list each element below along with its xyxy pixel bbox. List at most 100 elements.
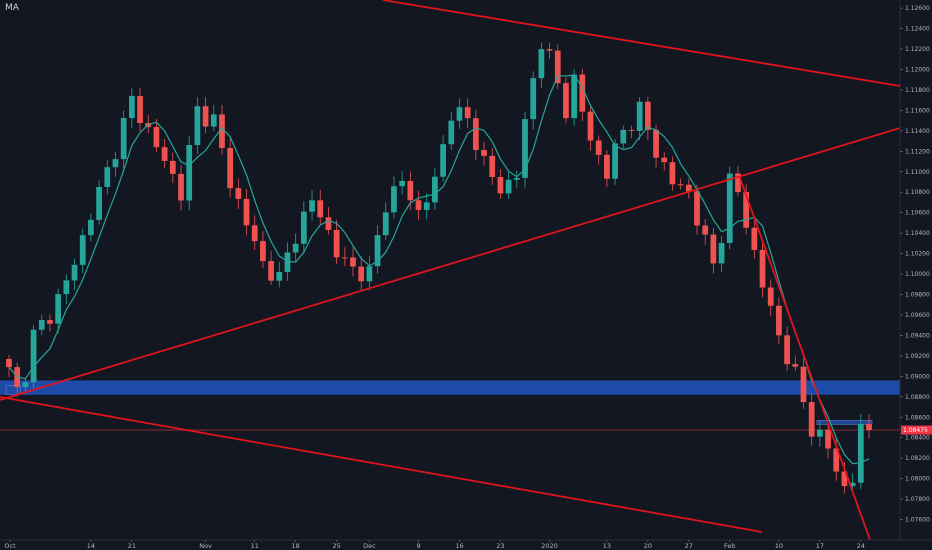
x-tick-label: 24: [857, 542, 865, 550]
candle-body: [440, 144, 446, 177]
candle-body: [96, 186, 102, 220]
x-tick-label: 13: [603, 542, 611, 550]
y-tick-label: 1.12600: [905, 5, 930, 12]
candle-body: [816, 429, 823, 437]
candle-body: [841, 471, 848, 487]
candle-body: [456, 107, 463, 121]
candle-body: [743, 192, 750, 228]
x-tick-label: Oct: [4, 542, 16, 550]
candle-body: [587, 111, 594, 141]
candle-body: [866, 423, 872, 431]
trendline-1: [0, 127, 901, 401]
y-tick-label: 1.10600: [905, 210, 930, 217]
candle-body: [776, 305, 782, 336]
y-tick-label: 1.11400: [905, 128, 930, 135]
candle-body: [579, 74, 586, 112]
candle-body: [79, 235, 86, 265]
candle-body: [857, 423, 864, 483]
candle-body: [341, 257, 348, 259]
x-tick-label: 21: [128, 542, 136, 550]
x-tick-label: 16: [455, 542, 463, 550]
candle-body: [644, 101, 651, 130]
candle-body: [38, 320, 45, 330]
candle-body: [325, 217, 332, 230]
current-price-tag: [901, 425, 932, 435]
candle-body: [22, 382, 29, 387]
x-tick-label: Nov: [199, 542, 212, 550]
candle-body: [300, 211, 307, 244]
candle-body: [366, 266, 373, 282]
candle-body: [374, 235, 381, 267]
candle-body: [612, 143, 618, 179]
candle-body: [251, 225, 258, 242]
y-tick-label: 1.10400: [905, 230, 930, 237]
support-zone: [0, 380, 900, 395]
candle-body: [685, 184, 692, 192]
y-tick-label: 1.08800: [905, 394, 930, 401]
candle-body: [808, 402, 815, 437]
candle-body: [202, 106, 209, 127]
candle-body: [219, 114, 225, 149]
candle-body: [718, 242, 725, 264]
candle-body: [505, 179, 512, 194]
x-tick-label: 2020: [541, 542, 558, 550]
candle-body: [784, 335, 790, 365]
candle-body: [161, 147, 168, 161]
candle-body: [694, 191, 700, 226]
y-tick-label: 1.10800: [905, 189, 930, 196]
x-tick-label: 18: [292, 542, 300, 550]
x-tick-label: 23: [496, 542, 504, 550]
y-tick-label: 1.09400: [905, 332, 930, 339]
y-tick-label: 1.11600: [905, 107, 930, 114]
candle-body: [169, 160, 176, 174]
candle-body: [653, 129, 659, 158]
candle-body: [554, 50, 561, 84]
candle-body: [30, 329, 37, 383]
candle-body: [497, 176, 504, 194]
candle-body: [825, 429, 831, 449]
candle-body: [276, 272, 283, 281]
y-tick-label: 1.08600: [905, 414, 930, 421]
candle-body: [432, 176, 438, 203]
x-tick-label: 11: [251, 542, 259, 550]
candle-body: [292, 243, 299, 253]
time-axis: [0, 540, 932, 550]
candle-body: [472, 118, 479, 151]
candle-body: [464, 107, 471, 119]
candle-body: [726, 173, 733, 243]
candle-body: [309, 200, 315, 212]
candle-body: [194, 106, 201, 146]
candle-body: [260, 241, 266, 262]
y-tick-label: 1.08200: [905, 455, 930, 462]
candle-body: [6, 358, 12, 368]
candle-body: [63, 280, 70, 295]
candle-body: [702, 225, 709, 235]
y-tick-label: 1.09000: [905, 373, 930, 380]
candle-body: [186, 145, 193, 201]
candle-body: [571, 74, 578, 119]
x-tick-label: 9: [416, 542, 420, 550]
candle-body: [391, 186, 397, 213]
candle-body: [849, 482, 856, 487]
y-tick-label: 1.12200: [905, 46, 930, 53]
y-tick-label: 1.12000: [905, 66, 930, 73]
candle-body: [71, 264, 78, 281]
candle-body: [358, 266, 365, 282]
candle-body: [120, 117, 127, 160]
y-tick-label: 1.10200: [905, 251, 930, 258]
x-tick-label: 25: [332, 542, 340, 550]
candle-body: [538, 49, 545, 79]
y-tick-label: 1.09200: [905, 353, 930, 360]
candle-body: [546, 49, 553, 51]
candle-body: [481, 150, 487, 156]
candle-body: [833, 448, 840, 472]
x-tick-label: Feb: [724, 542, 736, 550]
candle-body: [522, 119, 528, 178]
candle-body: [751, 227, 758, 250]
candle-body: [513, 177, 520, 180]
candle-body: [55, 294, 62, 324]
candle-body: [735, 173, 741, 193]
candle-body: [448, 120, 455, 145]
candle-body: [268, 261, 274, 281]
